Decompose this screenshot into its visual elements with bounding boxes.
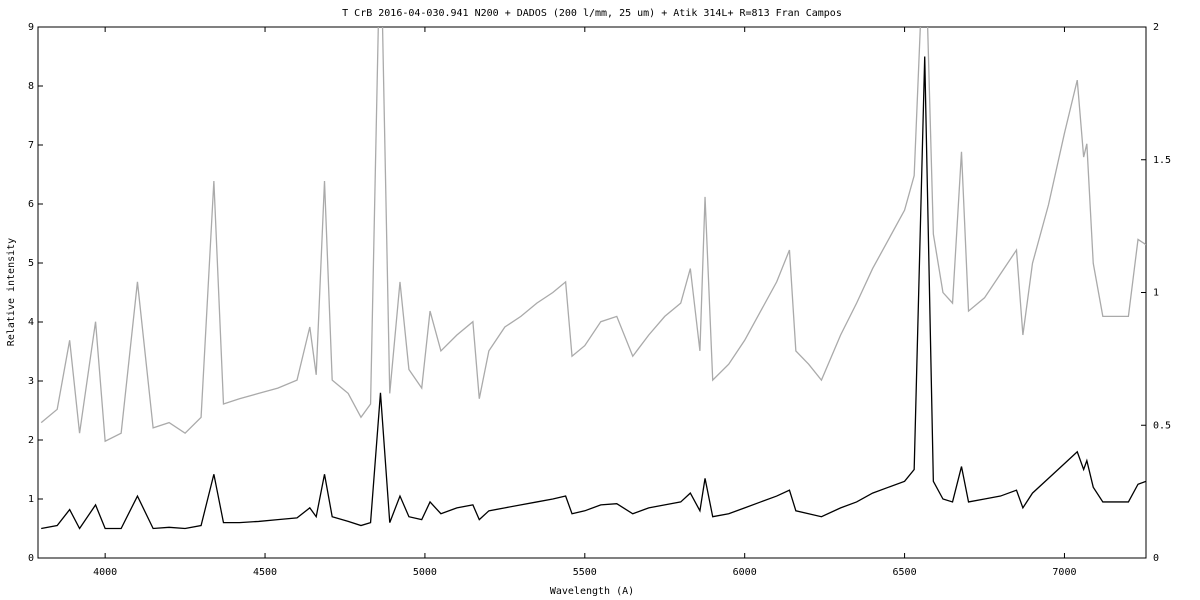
y-tick-label: 7 — [28, 140, 34, 151]
x-tick-label: 5500 — [573, 567, 597, 578]
x-tick-label: 4000 — [93, 567, 117, 578]
y-tick-label: 1 — [28, 494, 34, 505]
x-tick-label: 5000 — [413, 567, 437, 578]
plot-frame — [37, 26, 1147, 559]
x-tick-label: 7000 — [1052, 567, 1076, 578]
y-tick-label: 8 — [28, 81, 34, 92]
y2-tick-label: 0.5 — [1153, 420, 1171, 431]
y-tick-label: 5 — [28, 258, 34, 269]
y2-tick-label: 1 — [1153, 288, 1159, 299]
y-tick-label: 0 — [28, 553, 34, 564]
y-tick-label: 9 — [28, 22, 34, 33]
plot-area — [40, 27, 1146, 530]
x-tick-label: 4500 — [253, 567, 277, 578]
y-tick-label: 3 — [28, 376, 34, 387]
y2-tick-label: 1.5 — [1153, 155, 1171, 166]
spectrum-line — [40, 27, 1146, 443]
y2-tick-label: 0 — [1153, 553, 1159, 564]
spectrum-line — [41, 56, 1146, 530]
y2-tick-label: 2 — [1153, 22, 1159, 33]
x-axis-label: Wavelength (A) — [550, 586, 634, 597]
x-tick-label: 6500 — [893, 567, 917, 578]
y-axis-label: Relative intensity — [6, 238, 17, 346]
y-tick-label: 2 — [28, 435, 34, 446]
y-tick-label: 4 — [28, 317, 34, 328]
chart-title: T CrB 2016-04-030.941 N200 + DADOS (200 … — [342, 8, 842, 19]
y-tick-label: 6 — [28, 199, 34, 210]
x-tick-label: 6000 — [733, 567, 757, 578]
